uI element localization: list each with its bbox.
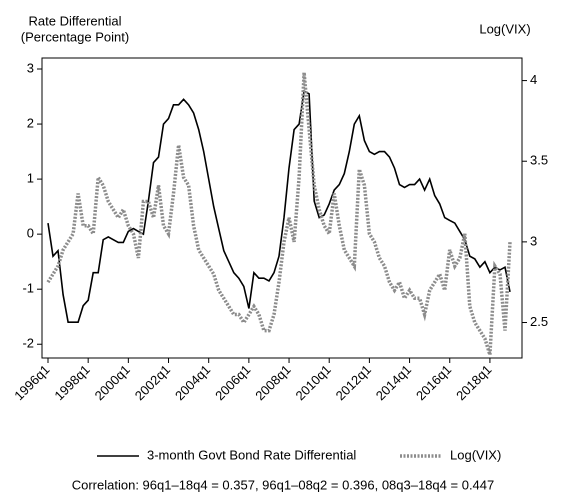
x-tick-label: 2002q1 — [132, 362, 173, 403]
note: Correlation: 96q1–18q4 = 0.357, 96q1–08q… — [72, 477, 495, 492]
y2-tick-label: 3 — [530, 233, 537, 248]
y-tick-label: 1 — [27, 171, 34, 186]
y-axis-title: Rate Differential — [29, 13, 122, 28]
line-series — [46, 72, 512, 356]
y-axis-title: (Percentage Point) — [21, 29, 129, 44]
x-tick-label: 2016q1 — [413, 362, 454, 403]
x-tick-label: 2012q1 — [333, 362, 374, 403]
y2-tick-label: 2.5 — [530, 314, 548, 329]
y-tick-label: 0 — [27, 226, 34, 241]
y2-axis-title: Log(VIX) — [479, 21, 530, 36]
x-tick-label: 2014q1 — [373, 362, 414, 403]
x-tick-label: 2018q1 — [453, 362, 494, 403]
x-tick-label: 2010q1 — [292, 362, 333, 403]
x-tick-label: 2008q1 — [252, 362, 293, 403]
y-tick-label: 2 — [27, 115, 34, 130]
x-tick-label: 2006q1 — [212, 362, 253, 403]
y-tick-label: -2 — [22, 336, 34, 351]
y2-tick-label: 3.5 — [530, 153, 548, 168]
plot-frame — [41, 57, 523, 359]
legend-label: 3-month Govt Bond Rate Differential — [147, 447, 356, 462]
y2-tick-label: 4 — [530, 72, 537, 87]
y-tick-label: 3 — [27, 60, 34, 75]
y-tick-label: -1 — [22, 281, 34, 296]
x-tick-label: 2004q1 — [172, 362, 213, 403]
x-tick-label: 2000q1 — [92, 362, 133, 403]
legend-label: Log(VIX) — [450, 447, 501, 462]
line-series — [47, 89, 511, 323]
x-tick-label: 1996q1 — [11, 362, 52, 403]
x-tick-label: 1998q1 — [51, 362, 92, 403]
